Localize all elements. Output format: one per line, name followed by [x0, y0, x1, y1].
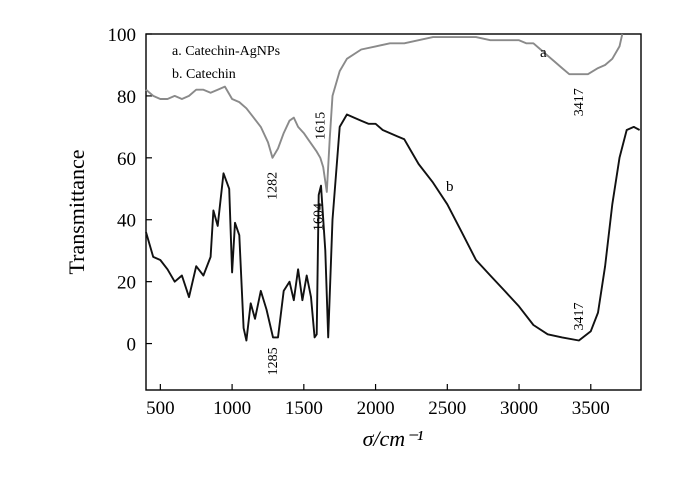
- y-tick-label: 80: [117, 87, 136, 108]
- curve-label-a: a: [540, 45, 547, 61]
- peak-label-b-3417: 3417: [572, 302, 587, 330]
- legend-entry-b: b. Catechin: [172, 67, 236, 82]
- y-tick-label: 60: [117, 149, 136, 170]
- peak-label-a-3417: 3417: [572, 88, 587, 116]
- peak-annotations: 1282 1615 3417 1285 1604 3417: [266, 88, 587, 375]
- spectra-curves: [145, 33, 641, 342]
- x-tick-label: 3000: [500, 398, 538, 419]
- peak-label-a-1615: 1615: [313, 112, 328, 140]
- series-line-b: [145, 113, 641, 342]
- y-axis-title: Transmittance: [64, 149, 89, 274]
- peak-label-a-1282: 1282: [266, 172, 281, 200]
- x-tick-label: 2000: [357, 398, 395, 419]
- legend-entry-a: a. Catechin-AgNPs: [172, 44, 280, 59]
- y-tick-label: 40: [117, 211, 136, 232]
- curve-label-b: b: [446, 179, 454, 195]
- plot-frame: [145, 33, 642, 391]
- x-tick-label: 3500: [572, 398, 610, 419]
- series-line-a: [145, 33, 624, 193]
- x-tick-label: 1000: [213, 398, 251, 419]
- x-tick-label: 2500: [428, 398, 466, 419]
- x-axis-title: σ/cm⁻¹: [363, 426, 424, 451]
- y-tick-label: 20: [117, 273, 136, 294]
- y-tick-label: 0: [127, 335, 137, 356]
- x-tick-label: 1500: [285, 398, 323, 419]
- peak-label-b-1285: 1285: [266, 347, 281, 375]
- x-tick-label: 500: [146, 398, 175, 419]
- y-tick-label: 100: [108, 25, 137, 46]
- axis-ticks: 500 1000 1500 2000 2500 3000 3500 0 20 40 60 80 100: [108, 25, 610, 419]
- peak-label-b-1604: 1604: [312, 203, 327, 231]
